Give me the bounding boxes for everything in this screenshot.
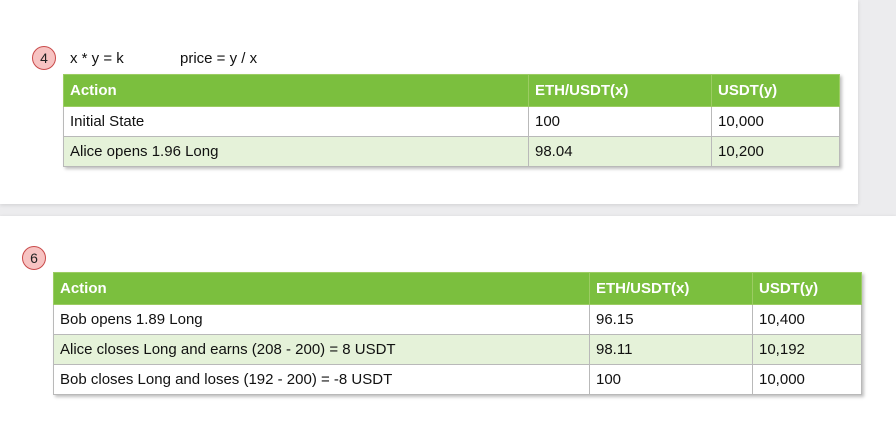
header-action: Action — [63, 74, 529, 107]
state-table-initial: Action ETH/USDT(x) USDT(y) Initial State… — [63, 74, 840, 167]
cell-eth: 98.04 — [528, 136, 712, 167]
table-row: Alice closes Long and earns (208 - 200) … — [53, 334, 862, 365]
cell-eth: 100 — [528, 106, 712, 137]
top-slide-panel: 4 x * y = k price = y / x Action ETH/USD… — [0, 0, 858, 204]
header-usdt: USDT(y) — [752, 272, 862, 305]
header-eth: ETH/USDT(x) — [528, 74, 712, 107]
step-4-badge: 4 — [32, 46, 56, 70]
cell-eth: 100 — [589, 364, 753, 395]
header-action: Action — [53, 272, 590, 305]
table-row: Bob closes Long and loses (192 - 200) = … — [53, 364, 862, 395]
table-row: Bob opens 1.89 Long 96.15 10,400 — [53, 304, 862, 335]
cell-action: Alice closes Long and earns (208 - 200) … — [53, 334, 590, 365]
header-eth: ETH/USDT(x) — [589, 272, 753, 305]
bottom-slide-panel: 6 Action ETH/USDT(x) USDT(y) Bob opens 1… — [0, 216, 896, 430]
cell-action: Bob closes Long and loses (192 - 200) = … — [53, 364, 590, 395]
formula-constant-product: x * y = k — [70, 50, 124, 67]
cell-usdt: 10,200 — [711, 136, 840, 167]
step-6-badge: 6 — [22, 246, 46, 270]
table-header-row: Action ETH/USDT(x) USDT(y) — [53, 272, 862, 305]
cell-action: Initial State — [63, 106, 529, 137]
cell-usdt: 10,000 — [711, 106, 840, 137]
table-row: Initial State 100 10,000 — [63, 106, 840, 137]
table-header-row: Action ETH/USDT(x) USDT(y) — [63, 74, 840, 107]
cell-usdt: 10,192 — [752, 334, 862, 365]
header-usdt: USDT(y) — [711, 74, 840, 107]
state-table-close: Action ETH/USDT(x) USDT(y) Bob opens 1.8… — [53, 272, 862, 395]
cell-usdt: 10,400 — [752, 304, 862, 335]
cell-eth: 96.15 — [589, 304, 753, 335]
formula-price: price = y / x — [180, 50, 258, 67]
cell-usdt: 10,000 — [752, 364, 862, 395]
cell-action: Bob opens 1.89 Long — [53, 304, 590, 335]
table-row: Alice opens 1.96 Long 98.04 10,200 — [63, 136, 840, 167]
cell-action: Alice opens 1.96 Long — [63, 136, 529, 167]
cell-eth: 98.11 — [589, 334, 753, 365]
